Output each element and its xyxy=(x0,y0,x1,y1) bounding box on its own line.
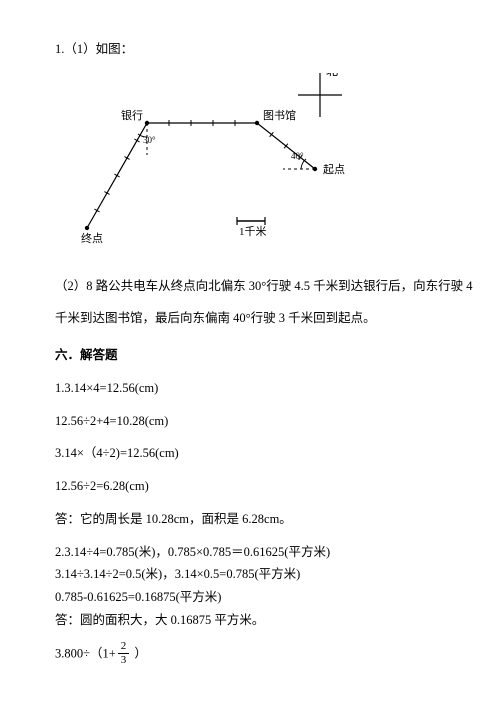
ans2-line3: 0.785-0.61625=0.16875(平方米) xyxy=(55,588,445,607)
ans2-line1: 2.3.14÷4=0.785(米)，0.785×0.785＝0.61625(平方… xyxy=(55,543,445,562)
svg-text:起点: 起点 xyxy=(323,163,345,176)
ans1-line1: 1.3.14×4=12.56(cm) xyxy=(55,379,445,398)
ans3-line: 3.800÷（1+23 ） xyxy=(55,642,445,667)
section-6-heading: 六．解答题 xyxy=(55,346,445,365)
ans3-frac-den: 3 xyxy=(118,654,130,666)
svg-text:图书馆: 图书馆 xyxy=(263,108,296,122)
ans2-block: 2.3.14÷4=0.785(米)，0.785×0.785＝0.61625(平方… xyxy=(55,543,445,630)
ans2-line4: 答：圆的面积大，大 0.16875 平方米。 xyxy=(55,611,445,630)
ans3-suffix: ） xyxy=(131,646,147,660)
svg-text:1千米: 1千米 xyxy=(239,225,267,238)
route-diagram: 起点 图书馆 银行终点 40° 30° 北 1千米 xyxy=(55,73,445,259)
svg-text:终点: 终点 xyxy=(81,231,103,245)
ans3-prefix: 3.800÷（1+ xyxy=(55,646,116,660)
q1-intro: 1.（1）如图： xyxy=(55,40,445,59)
ans1-line5: 答：它的周长是 10.28cm，面积是 6.28cm。 xyxy=(55,510,445,529)
svg-text:30°: 30° xyxy=(143,135,156,145)
ans1-line2: 12.56÷2+4=10.28(cm) xyxy=(55,412,445,431)
ans3-frac-num: 2 xyxy=(118,641,130,654)
svg-text:40°: 40° xyxy=(291,151,304,161)
ans3-fraction: 23 xyxy=(118,641,130,666)
ans1-line3: 3.14×（4÷2)=12.56(cm) xyxy=(55,444,445,463)
svg-text:银行: 银行 xyxy=(121,108,143,122)
q1-part2-line1: （2）8 路公共电车从终点向北偏东 30°行驶 4.5 千米到达银行后，向东行驶… xyxy=(55,277,445,296)
ans2-line2: 3.14÷3.14÷2=0.5(米)，3.14×0.5=0.785(平方米) xyxy=(55,565,445,584)
ans1-line4: 12.56÷2=6.28(cm) xyxy=(55,477,445,496)
svg-text:北: 北 xyxy=(326,73,338,78)
q1-part2-line2: 千米到达图书馆，最后向东偏南 40°行驶 3 千米回到起点。 xyxy=(55,309,445,328)
